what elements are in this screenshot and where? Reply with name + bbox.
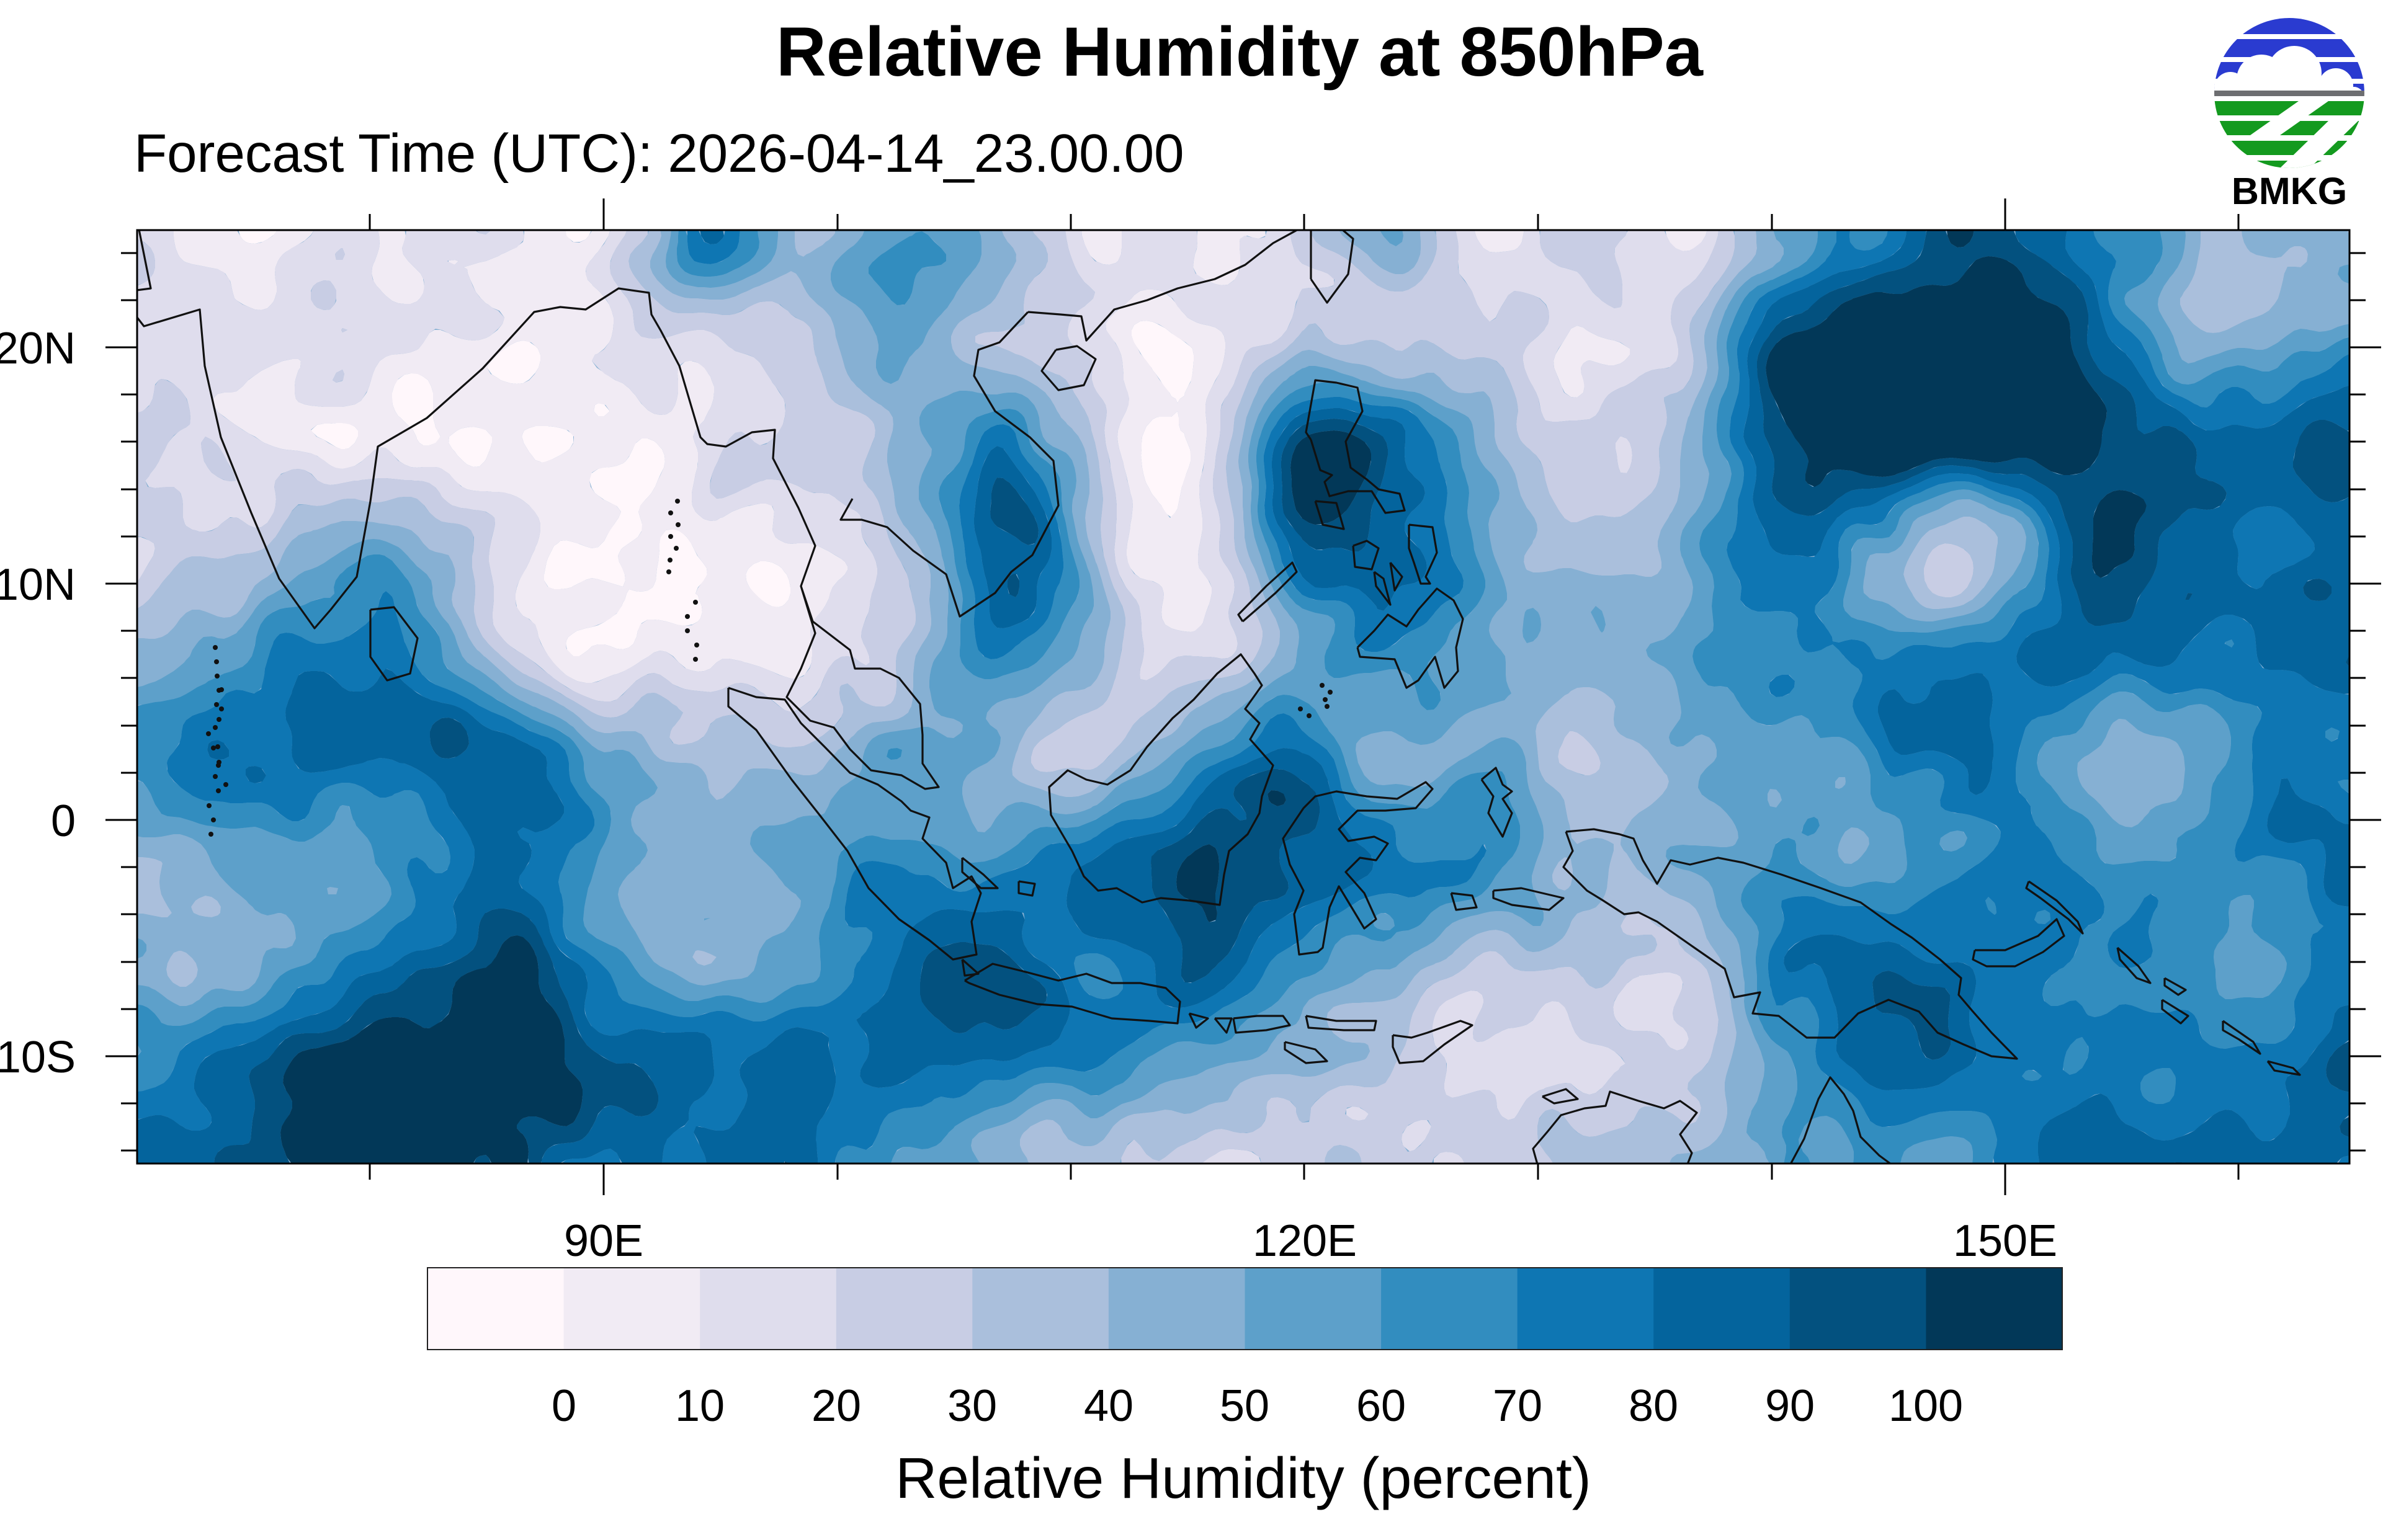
svg-text:40: 40: [1084, 1381, 1133, 1431]
svg-text:10S: 10S: [0, 1033, 76, 1082]
svg-text:Relative Humidity (percent): Relative Humidity (percent): [895, 1446, 1591, 1510]
svg-text:0: 0: [51, 796, 76, 846]
svg-text:10: 10: [675, 1381, 725, 1431]
svg-text:150E: 150E: [1953, 1216, 2057, 1266]
svg-text:30: 30: [947, 1381, 997, 1431]
svg-text:60: 60: [1356, 1381, 1406, 1431]
svg-text:50: 50: [1220, 1381, 1269, 1431]
svg-text:Relative Humidity at 850hPa: Relative Humidity at 850hPa: [776, 13, 1704, 91]
svg-text:Forecast Time (UTC): 2026-04-1: Forecast Time (UTC): 2026-04-14_23.00.00: [134, 123, 1184, 184]
svg-text:20N: 20N: [0, 324, 76, 373]
svg-text:90: 90: [1765, 1381, 1815, 1431]
svg-text:20: 20: [811, 1381, 861, 1431]
svg-text:BMKG: BMKG: [2232, 170, 2347, 212]
svg-text:120E: 120E: [1253, 1216, 1357, 1266]
svg-text:10N: 10N: [0, 560, 76, 610]
svg-text:80: 80: [1629, 1381, 1678, 1431]
svg-text:90E: 90E: [564, 1216, 643, 1266]
svg-text:100: 100: [1889, 1381, 1963, 1431]
svg-text:70: 70: [1493, 1381, 1542, 1431]
svg-text:0: 0: [552, 1381, 576, 1431]
